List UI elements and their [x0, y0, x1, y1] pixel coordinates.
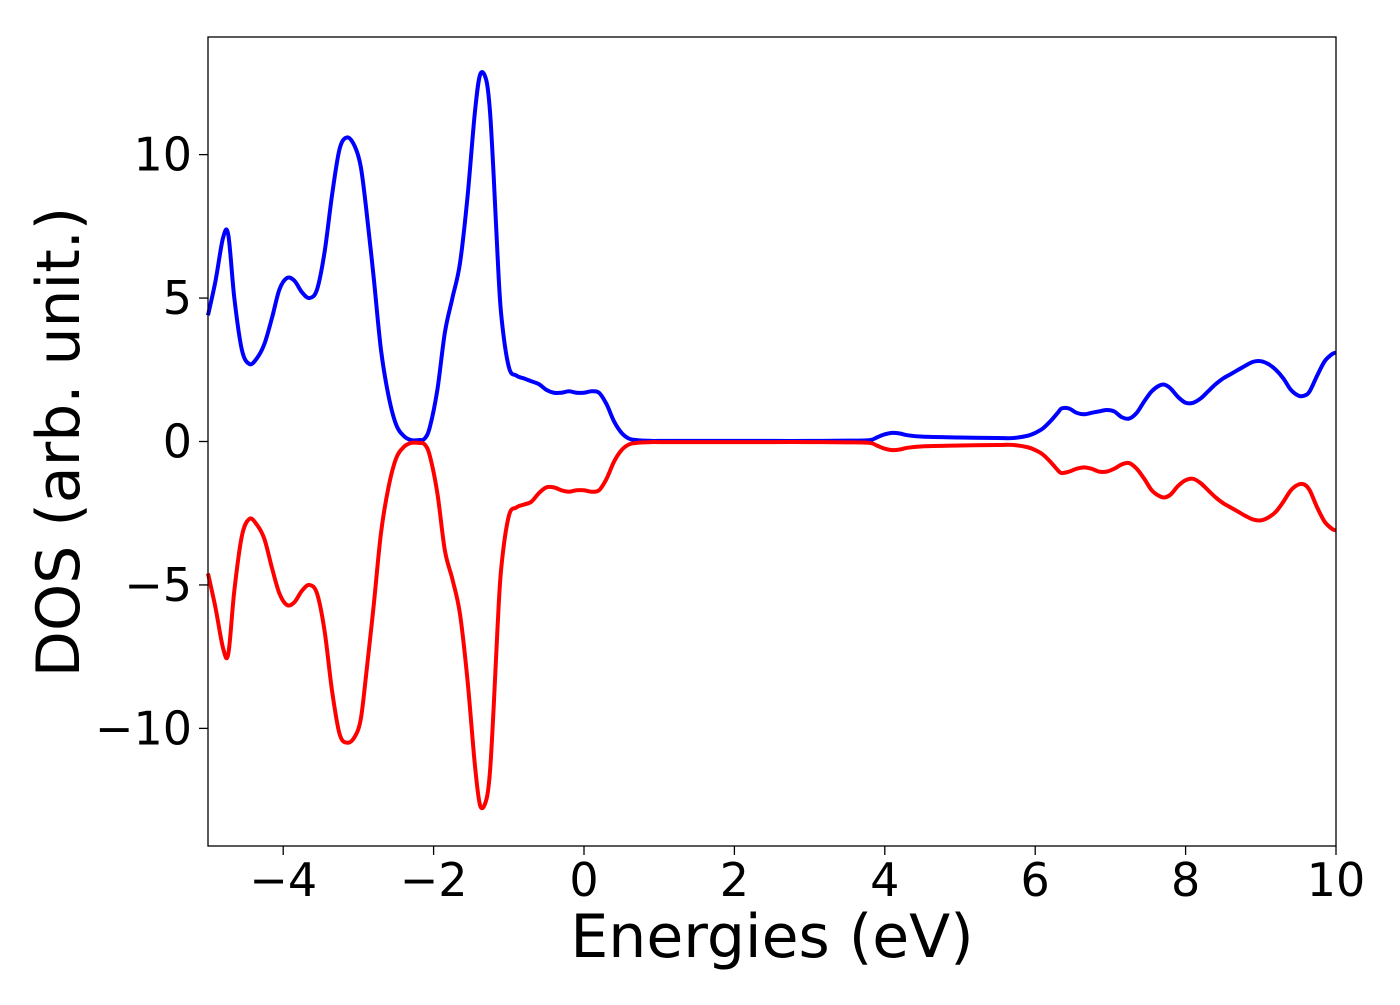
y-tick-label: 0	[163, 415, 192, 469]
x-tick-label: 2	[720, 853, 749, 907]
series-line-1	[206, 440, 1337, 811]
y-tick-label: −5	[124, 558, 192, 612]
x-tick-label: −2	[400, 853, 468, 907]
y-tick-label: −10	[95, 701, 192, 755]
y-tick-label: 5	[163, 271, 192, 325]
x-tick-label: 6	[1021, 853, 1050, 907]
y-axis: −10 −5 0 5 10	[95, 128, 208, 755]
x-tick-label: 0	[569, 853, 598, 907]
x-tick-label: −4	[249, 853, 317, 907]
x-tick-label: 8	[1171, 853, 1200, 907]
x-axis-title: Energies (eV)	[570, 902, 973, 972]
x-tick-label: 10	[1307, 853, 1366, 907]
y-tick-label: 10	[133, 128, 192, 182]
x-tick-label: 4	[870, 853, 899, 907]
series-line-0	[206, 70, 1337, 443]
x-axis: −4 −2 0 2 4 6 8 10	[249, 846, 1365, 907]
y-axis-title: DOS (arb. unit.)	[24, 207, 94, 677]
series-layer	[206, 70, 1337, 811]
